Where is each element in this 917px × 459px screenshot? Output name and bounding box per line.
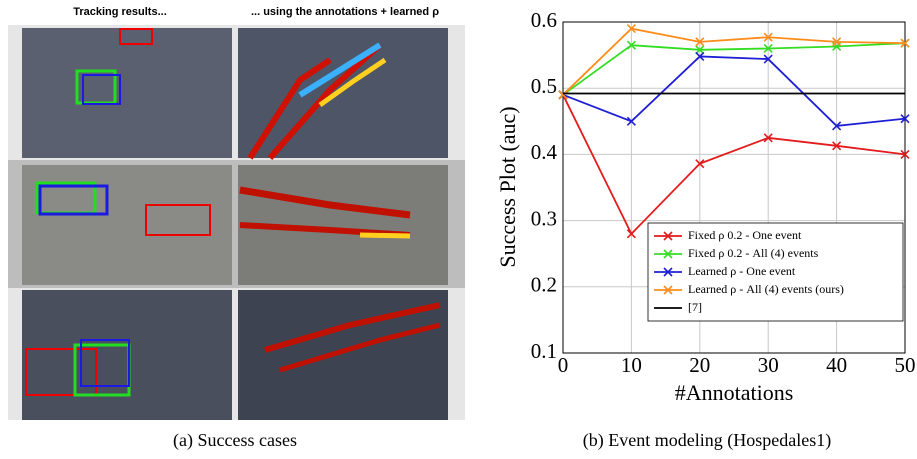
series-line [563,56,905,126]
legend-label: Learned ρ - All (4) events (ours) [688,282,844,296]
legend-label: Fixed ρ 0.2 - All (4) events [688,246,819,260]
x-tick-label: 0 [558,353,569,377]
series-line [563,43,905,95]
x-axis-label: #Annotations [675,380,794,405]
series-line [563,95,905,234]
image-tile [238,28,448,158]
x-tick-label: 50 [895,353,916,377]
x-tick-label: 30 [758,353,779,377]
y-tick-label: 0.6 [531,8,557,32]
image-panel [8,25,465,420]
y-axis-label: Success Plot (auc) [495,106,520,267]
legend-label: Learned ρ - One event [688,264,796,278]
x-tick-label: 10 [621,353,642,377]
y-tick-label: 0.5 [531,74,557,98]
legend-label: Fixed ρ 0.2 - One event [688,228,802,242]
y-tick-label: 0.3 [531,206,557,230]
y-tick-label: 0.1 [531,339,557,363]
image-tile [22,28,232,158]
caption: (a) Success cases [173,430,297,451]
legend-label: [7] [688,300,702,314]
header: ... using the annotations + learned ρ [251,6,439,18]
series-line [563,29,905,95]
x-tick-label: 40 [826,353,847,377]
trajectory [360,235,410,236]
image-tile [22,290,232,420]
header: Tracking results... [73,6,167,18]
y-tick-label: 0.4 [531,140,558,164]
figure: Tracking results... ... using the annota… [0,0,917,459]
caption: (b) Event modeling (Hospedales1) [583,430,831,451]
x-tick-label: 20 [689,353,710,377]
y-tick-label: 0.2 [531,273,557,297]
